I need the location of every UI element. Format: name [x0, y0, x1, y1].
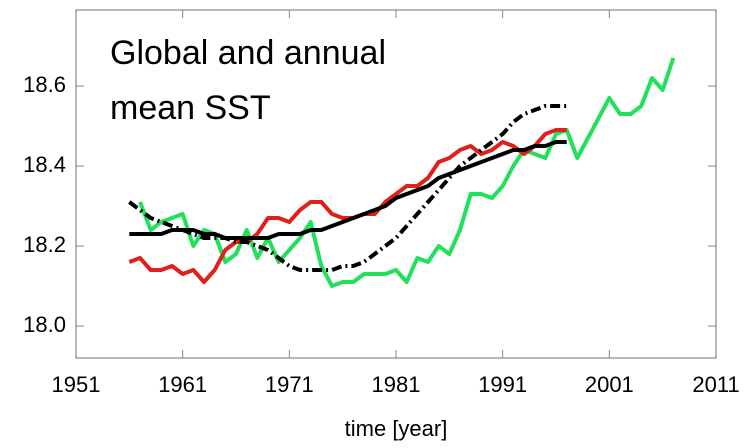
series-line	[138, 57, 676, 288]
x-tick-label: 1951	[52, 372, 101, 397]
x-tick-label: 2011	[692, 372, 739, 397]
x-tick-label: 1961	[158, 372, 207, 397]
annotation-line: Global and annual	[110, 34, 386, 72]
annotation-line: mean SST	[110, 89, 271, 127]
y-tick-label: 18.6	[23, 72, 66, 97]
series-line	[128, 104, 567, 272]
x-tick-label: 1971	[265, 372, 314, 397]
x-tick-label: 2001	[585, 372, 634, 397]
x-axis-label: time [year]	[345, 416, 448, 441]
y-tick-label: 18.0	[23, 312, 66, 337]
series-line	[129, 140, 567, 240]
x-tick-label: 1981	[372, 372, 421, 397]
y-tick-label: 18.4	[23, 152, 66, 177]
y-tick-label: 18.2	[23, 232, 66, 257]
x-tick-label: 1991	[478, 372, 527, 397]
